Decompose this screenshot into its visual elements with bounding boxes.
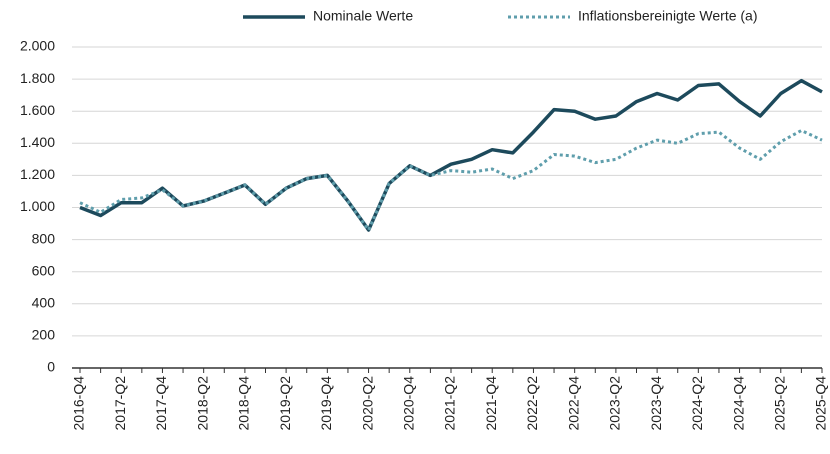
- x-tick-label: 2018-Q2: [194, 376, 210, 431]
- y-tick-label: 0: [47, 359, 55, 375]
- x-tick-label: 2018-Q4: [236, 376, 252, 431]
- legend-label: Nominale Werte: [313, 8, 413, 24]
- x-tick-label: 2024-Q4: [730, 376, 746, 431]
- y-tick-label: 1.000: [20, 198, 55, 214]
- y-tick-label: 1.800: [20, 70, 55, 86]
- y-tick-label: 800: [32, 230, 56, 246]
- x-tick-label: 2016-Q4: [71, 376, 87, 431]
- y-tick-label: 400: [32, 295, 56, 311]
- x-tick-label: 2023-Q2: [607, 376, 623, 431]
- x-tick-label: 2021-Q2: [442, 376, 458, 431]
- legend-label: Inflationsbereinigte Werte (a): [578, 8, 758, 24]
- y-tick-label: 200: [32, 327, 56, 343]
- x-tick-label: 2025-Q2: [771, 376, 787, 431]
- data-line: [79, 129, 823, 232]
- x-tick-label: 2022-Q4: [565, 376, 581, 431]
- x-tick-label: 2017-Q2: [112, 376, 128, 431]
- x-tick-label: 2019-Q4: [318, 376, 334, 431]
- x-tick-label: 2022-Q2: [524, 376, 540, 431]
- x-tick-label: 2025-Q4: [813, 376, 829, 431]
- y-tick-label: 2.000: [20, 38, 55, 54]
- y-tick-label: 1.400: [20, 134, 55, 150]
- x-tick-label: 2023-Q4: [648, 376, 664, 431]
- data-line: [79, 78, 823, 232]
- x-tick-label: 2024-Q2: [689, 376, 705, 431]
- y-tick-label: 600: [32, 262, 56, 278]
- y-tick-label: 1.600: [20, 102, 55, 118]
- y-tick-label: 1.200: [20, 166, 55, 182]
- x-tick-label: 2019-Q2: [277, 376, 293, 431]
- x-tick-label: 2017-Q4: [153, 376, 169, 431]
- x-tick-label: 2020-Q2: [359, 376, 375, 431]
- x-tick-label: 2021-Q4: [483, 376, 499, 431]
- x-tick-label: 2020-Q4: [400, 376, 416, 431]
